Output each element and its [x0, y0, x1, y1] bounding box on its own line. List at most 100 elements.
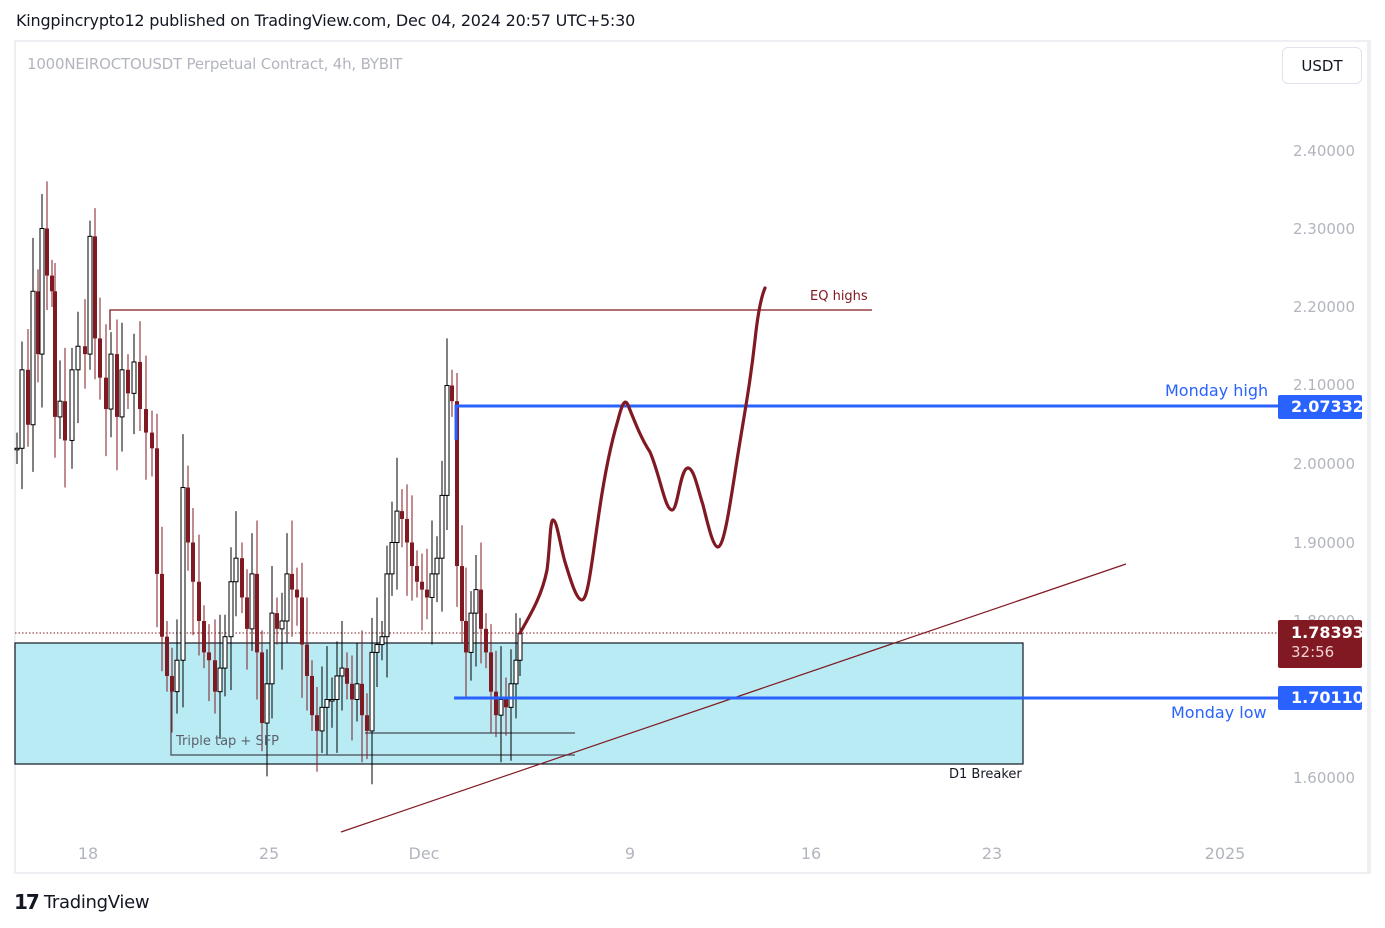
candle	[138, 361, 142, 410]
candle	[305, 644, 309, 676]
price-tick: 2.20000	[1292, 298, 1355, 316]
time-tick: 16	[800, 844, 822, 863]
candle	[160, 573, 164, 637]
candle	[255, 573, 259, 653]
candle	[484, 628, 488, 653]
monday-high-label: Monday high	[1165, 381, 1269, 400]
candle	[284, 573, 290, 622]
price-axis-border	[1369, 40, 1371, 874]
candle	[329, 699, 335, 702]
candle	[240, 558, 244, 598]
candle	[295, 589, 299, 598]
candle	[324, 699, 330, 708]
candle	[374, 644, 380, 653]
candle	[115, 354, 119, 417]
eq-highs-label: EQ highs	[810, 289, 868, 304]
candle	[170, 675, 174, 692]
candle	[420, 581, 424, 590]
eq-highs-line[interactable]	[109, 309, 872, 330]
candle	[517, 633, 523, 661]
candle	[425, 589, 429, 598]
currency-button[interactable]: USDT	[1282, 47, 1362, 84]
price-tick: 2.10000	[1292, 376, 1355, 394]
candle	[197, 581, 201, 621]
monday-low-price-badge: 1.70110	[1278, 686, 1364, 710]
candle	[207, 652, 211, 661]
candle	[180, 487, 186, 661]
candle	[36, 291, 40, 355]
candle	[464, 621, 468, 653]
candle	[69, 369, 75, 441]
candle	[93, 236, 97, 339]
candle	[513, 659, 519, 685]
monday-low-label: Monday low	[1171, 703, 1267, 722]
candle	[489, 652, 493, 692]
candle	[269, 612, 275, 685]
d1-breaker-label: D1 Breaker	[949, 767, 1022, 782]
time-tick: 18	[77, 844, 99, 863]
candle	[104, 377, 108, 410]
monday-high-line[interactable]	[454, 404, 1278, 440]
triple-tap-line-lower[interactable]	[170, 676, 575, 756]
candle	[415, 566, 419, 582]
candle	[405, 518, 409, 543]
candle	[50, 275, 54, 292]
candle	[455, 401, 459, 567]
candle	[384, 573, 390, 638]
candle	[233, 557, 239, 583]
candle	[191, 542, 195, 582]
time-tick: 9	[624, 844, 636, 863]
candle	[98, 338, 102, 378]
candle	[310, 675, 314, 716]
candle	[249, 573, 255, 630]
published-header: Kingpincrypto12 published on TradingView…	[16, 11, 636, 30]
candle	[75, 345, 81, 371]
time-tick: 25	[258, 844, 280, 863]
candle	[334, 675, 340, 701]
candle	[444, 385, 450, 496]
candle	[350, 683, 354, 700]
candle	[108, 353, 114, 410]
candle	[213, 660, 217, 692]
candle	[468, 612, 474, 653]
candle	[26, 369, 30, 425]
candle	[279, 620, 285, 630]
candle	[290, 573, 294, 590]
candle	[119, 369, 125, 418]
candle	[155, 448, 159, 574]
candle	[410, 542, 414, 567]
candle	[245, 597, 249, 629]
candle	[126, 369, 130, 394]
candle	[83, 346, 87, 355]
candle	[429, 573, 435, 598]
candle	[339, 667, 345, 677]
candle	[150, 432, 154, 449]
candle	[217, 667, 223, 693]
candle	[479, 589, 483, 629]
price-tick: 1.60000	[1292, 769, 1355, 787]
candle	[504, 699, 508, 708]
candle	[460, 566, 464, 621]
candle	[300, 597, 304, 645]
candle	[369, 651, 375, 732]
projection-path[interactable]	[518, 286, 767, 635]
candle	[165, 636, 169, 676]
price-tick: 2.40000	[1292, 142, 1355, 160]
candle	[57, 400, 63, 418]
tradingview-logo[interactable]: 17 TradingView	[14, 890, 150, 914]
candle	[186, 487, 190, 543]
candle	[131, 361, 137, 394]
monday-high-price-badge: 2.07332	[1278, 395, 1364, 419]
candle	[264, 683, 270, 724]
candlestick-series	[14, 181, 523, 785]
time-tick: Dec	[408, 844, 440, 863]
last-price-badge: 1.78393 32:56	[1278, 620, 1364, 668]
candle	[394, 510, 400, 544]
candle	[379, 636, 385, 646]
candle	[174, 659, 180, 693]
candle	[30, 290, 36, 426]
tradingview-mark-icon: 17	[14, 890, 40, 914]
candle	[494, 691, 498, 716]
time-tick: 2025	[1204, 844, 1246, 863]
